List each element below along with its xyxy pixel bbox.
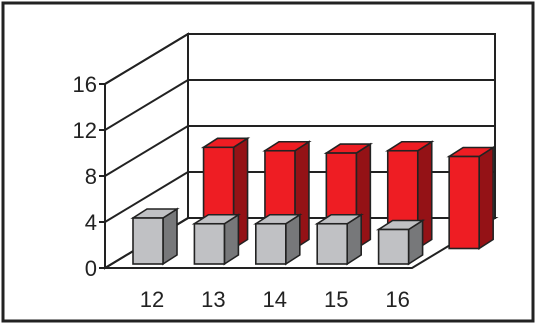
- xtick-label-13: 13: [201, 287, 225, 312]
- ytick-label-12: 12: [73, 118, 97, 143]
- bar-red-16-side: [478, 146, 494, 250]
- ytick-label-4: 4: [85, 210, 97, 235]
- bar-gray-13-front: [193, 222, 226, 265]
- ytick-label-8: 8: [85, 164, 97, 189]
- gridline-side-4: [104, 171, 189, 223]
- bar-gray-14-front: [255, 222, 287, 265]
- ytick-label-0: 0: [85, 256, 97, 281]
- chart-bars: [130, 136, 496, 266]
- xtick-label-15: 15: [324, 287, 348, 312]
- bar-gray-15-front: [316, 222, 349, 265]
- bar-gray-16-front: [377, 228, 410, 265]
- y-tick-labels: 0 4 8 12 16: [73, 72, 97, 281]
- x-tick-labels: 12 13 14 15 16: [140, 287, 410, 312]
- ytick-label-16: 16: [73, 72, 97, 97]
- bar-red-16-front: [448, 155, 480, 250]
- gridline-side-8: [104, 125, 189, 177]
- gridline-side-16: [104, 33, 189, 85]
- bar-gray-12-front: [132, 217, 164, 265]
- xtick-label-12: 12: [140, 287, 164, 312]
- xtick-label-16: 16: [385, 287, 409, 312]
- xtick-label-14: 14: [263, 287, 287, 312]
- gridline-side-12: [104, 79, 189, 131]
